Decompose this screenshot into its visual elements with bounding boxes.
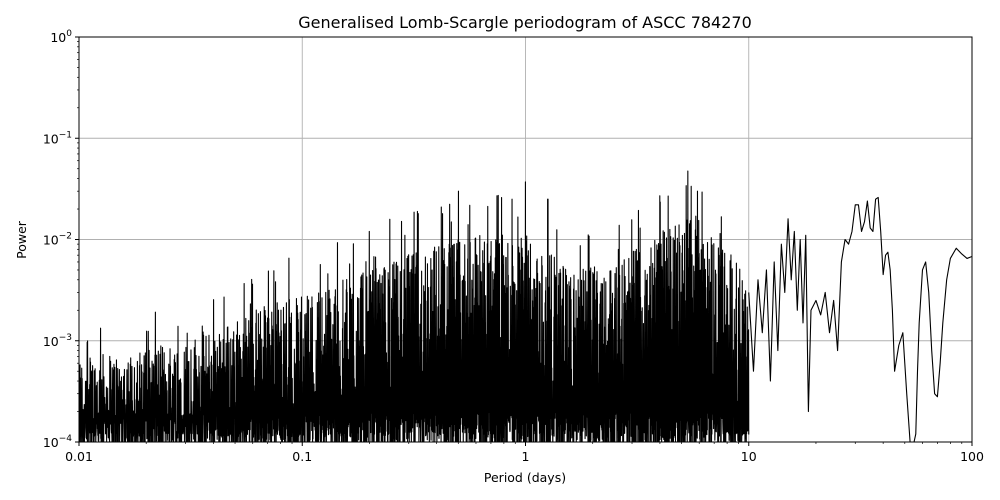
series-layer — [79, 170, 972, 442]
y-tick-label: 10−1 — [43, 130, 72, 146]
chart-title: Generalised Lomb-Scargle periodogram of … — [298, 13, 752, 32]
x-tick-label: 0.1 — [292, 449, 312, 464]
y-tick-label: 10−2 — [43, 232, 72, 248]
y-axis-label: Power — [14, 220, 29, 259]
y-tick-label: 10−4 — [43, 434, 72, 450]
x-tick-label: 1 — [522, 449, 530, 464]
y-tick-label: 10−3 — [43, 333, 72, 349]
ticks: 0.01 0.1 1 10 100 10−4 10−3 10−2 10−1 100 — [43, 29, 984, 464]
y-tick-label: 100 — [50, 29, 72, 45]
x-tick-label: 10 — [741, 449, 757, 464]
x-tick-label: 100 — [960, 449, 984, 464]
x-axis-label: Period (days) — [484, 470, 566, 485]
periodogram-noise-band — [79, 170, 750, 442]
x-tick-label: 0.01 — [65, 449, 93, 464]
periodogram-series-line — [748, 196, 972, 442]
